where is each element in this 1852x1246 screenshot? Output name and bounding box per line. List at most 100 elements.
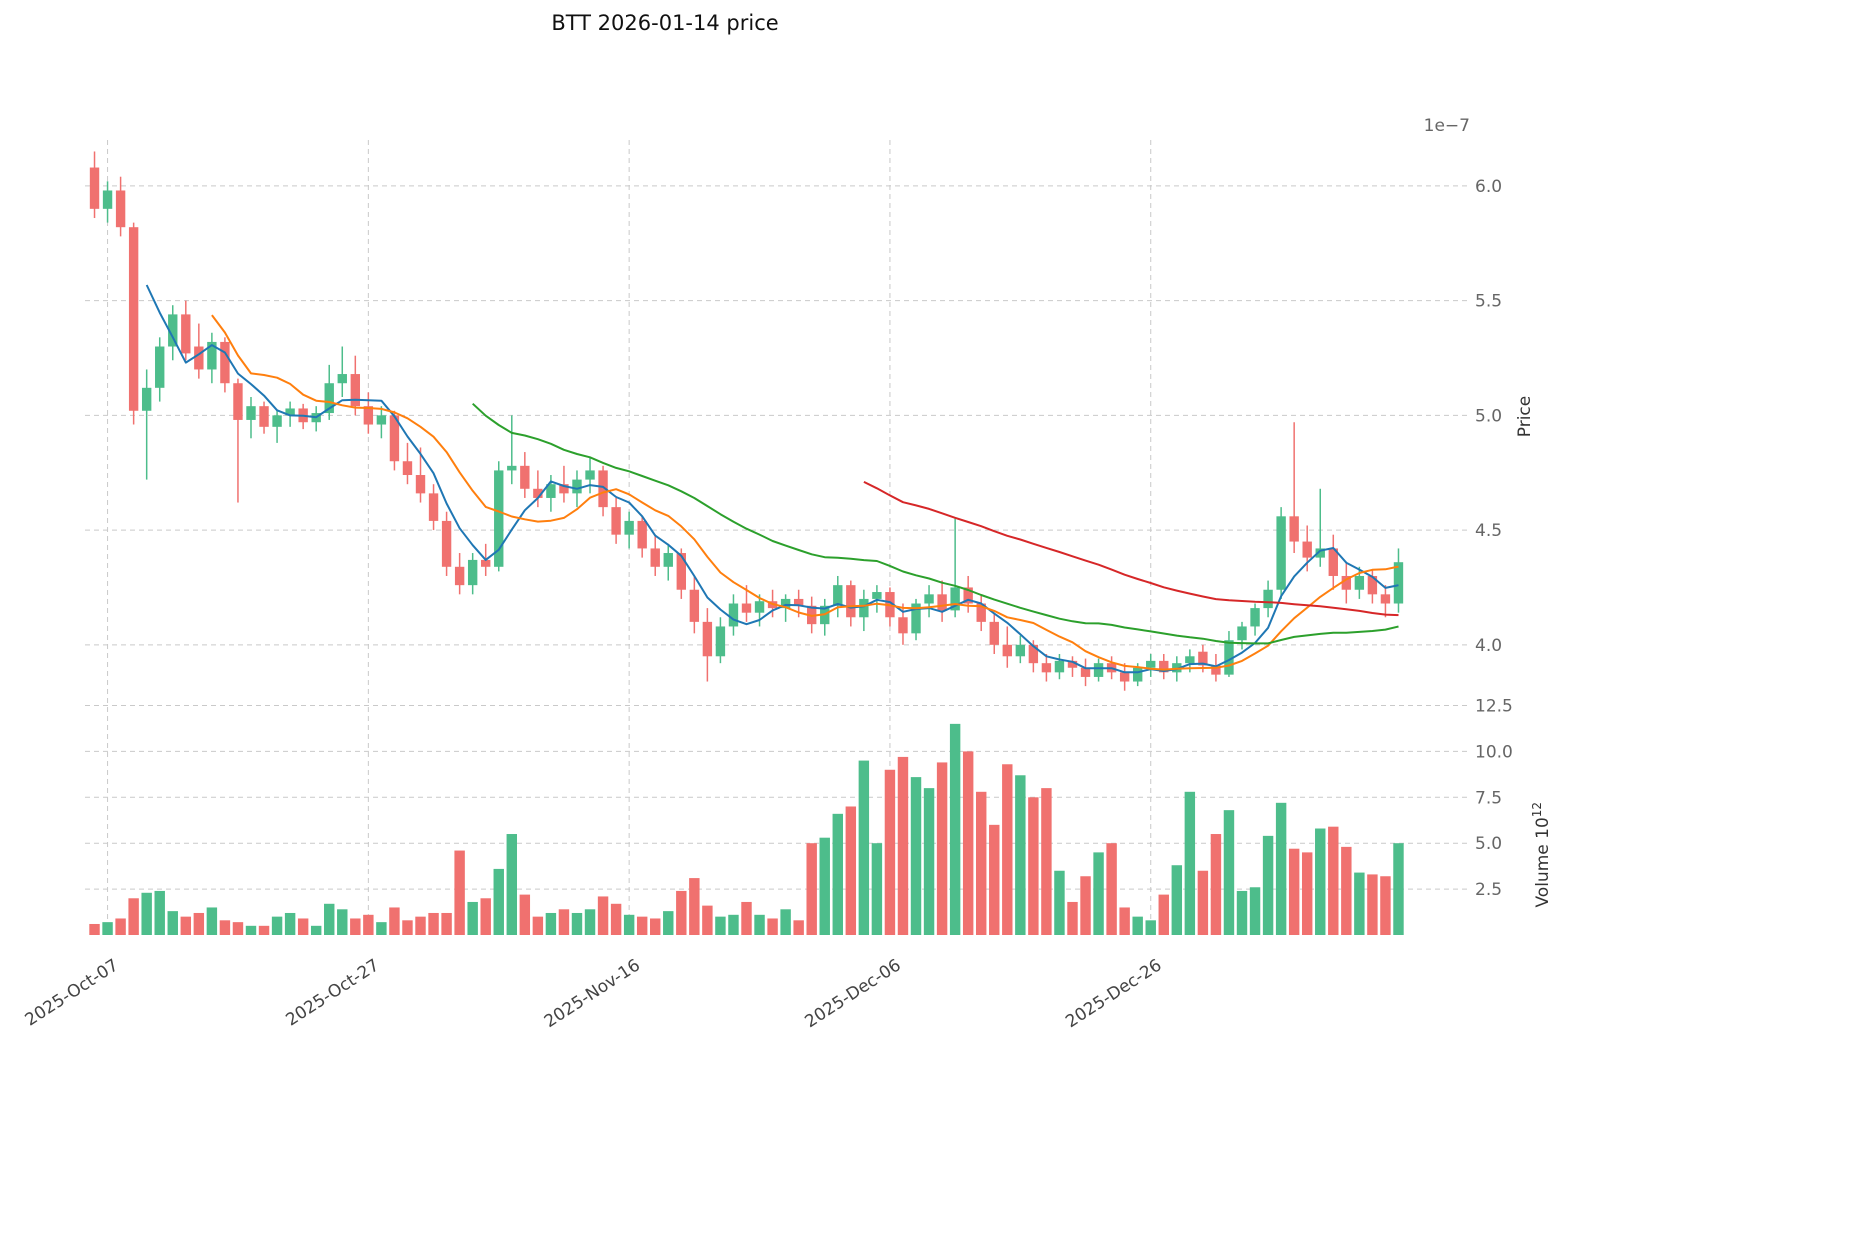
- volume-bar: [1106, 843, 1117, 935]
- volume-bar: [676, 890, 687, 935]
- x-tick-label: 2025-Dec-06: [801, 955, 904, 1032]
- x-tick-label: 2025-Oct-27: [282, 955, 383, 1030]
- volume-bar: [180, 916, 192, 935]
- volume-bar: [454, 850, 465, 935]
- volume-bar: [623, 914, 635, 935]
- volume-tick-label: 12.5: [1475, 697, 1513, 717]
- candle-body: [754, 601, 765, 613]
- volume-bar: [1367, 874, 1378, 935]
- candle-body: [1302, 541, 1312, 558]
- candle-body: [1015, 644, 1026, 657]
- volume-bar: [1275, 802, 1287, 935]
- candle-body: [1250, 608, 1260, 627]
- volume-bar: [1328, 826, 1339, 935]
- candle-body: [598, 470, 608, 508]
- volume-bar: [1028, 797, 1039, 935]
- candle-body: [676, 553, 686, 590]
- candle-body: [155, 346, 165, 388]
- candle-body: [728, 603, 739, 627]
- volume-bar: [845, 806, 857, 935]
- x-tick-label: 2025-Nov-16: [541, 955, 644, 1032]
- volume-bar: [89, 923, 100, 935]
- candle-body: [898, 617, 908, 634]
- x-tick-label: 2025-Dec-26: [1062, 955, 1165, 1032]
- volume-bar: [780, 909, 791, 935]
- candle-body: [1328, 548, 1338, 576]
- volume-bar: [232, 922, 244, 935]
- candle-body: [1185, 656, 1195, 664]
- candle-body: [363, 406, 374, 425]
- volume-bar: [793, 920, 804, 935]
- volume-bar: [428, 912, 439, 935]
- candle-body: [194, 346, 204, 370]
- volume-bar: [1288, 848, 1300, 935]
- volume-axis-label: Volume 1012: [1530, 802, 1553, 908]
- volume-bar: [1197, 870, 1209, 935]
- candle-body: [181, 314, 191, 354]
- volume-bar: [389, 907, 400, 935]
- volume-bar: [297, 918, 309, 935]
- volume-bar: [310, 925, 322, 935]
- candle-body: [937, 594, 947, 611]
- volume-bar: [1132, 916, 1143, 935]
- candle-body: [1146, 660, 1156, 668]
- volume-bar: [350, 918, 361, 935]
- volume-bar: [141, 892, 152, 935]
- volume-bar: [989, 824, 1000, 935]
- candle-body: [350, 374, 361, 407]
- price-tick-label: 5.0: [1475, 406, 1502, 426]
- candle-body: [520, 465, 530, 489]
- volume-bar: [962, 751, 974, 935]
- candle-body: [259, 406, 269, 427]
- volume-bar: [715, 916, 726, 935]
- volume-bar: [1119, 907, 1130, 935]
- volume-bar: [1301, 852, 1313, 935]
- volume-bar: [767, 918, 778, 935]
- volume-bar: [1210, 834, 1222, 935]
- volume-bar: [284, 912, 296, 935]
- candle-body: [494, 470, 504, 567]
- volume-bar: [923, 788, 935, 935]
- candle-body: [1224, 640, 1234, 675]
- volume-bar: [337, 909, 348, 935]
- candle-body: [402, 461, 413, 476]
- volume-bar: [1354, 872, 1365, 935]
- volume-bar: [1158, 894, 1169, 935]
- volume-bar: [206, 907, 218, 935]
- candle-body: [963, 587, 973, 604]
- candle-body: [454, 566, 465, 586]
- volume-bar: [949, 723, 961, 935]
- volume-bar: [871, 843, 883, 935]
- candle-body: [1354, 575, 1365, 590]
- candle-body: [989, 621, 999, 645]
- volume-bar: [1054, 870, 1065, 935]
- volume-bar: [167, 911, 178, 935]
- ma-line-60: [863, 481, 1399, 617]
- volume-bar: [128, 898, 139, 935]
- volume-bar: [884, 769, 896, 935]
- volume-bar: [532, 916, 544, 935]
- candle-body: [233, 383, 243, 420]
- candle-body: [924, 594, 934, 604]
- candle-body: [1041, 663, 1052, 673]
- candle-body: [780, 598, 791, 609]
- volume-bar: [584, 909, 596, 935]
- volume-bar: [1041, 788, 1052, 935]
- volume-tick-label: 10.0: [1475, 742, 1513, 762]
- volume-bar: [558, 909, 570, 935]
- candle-body: [115, 190, 126, 228]
- volume-bar: [1341, 846, 1352, 935]
- volume-tick-label: 5.0: [1475, 834, 1502, 854]
- volume-bar: [376, 922, 387, 935]
- volume-bar: [402, 920, 413, 935]
- volume-bar: [219, 920, 231, 935]
- volume-bar: [493, 868, 504, 935]
- volume-bar: [1236, 890, 1248, 935]
- candle-body: [715, 626, 726, 657]
- moving-average-layer: [145, 284, 1399, 674]
- candle-body: [1119, 672, 1130, 682]
- candle-body: [1093, 663, 1104, 677]
- candle-body: [441, 520, 452, 567]
- volume-bar: [415, 916, 426, 935]
